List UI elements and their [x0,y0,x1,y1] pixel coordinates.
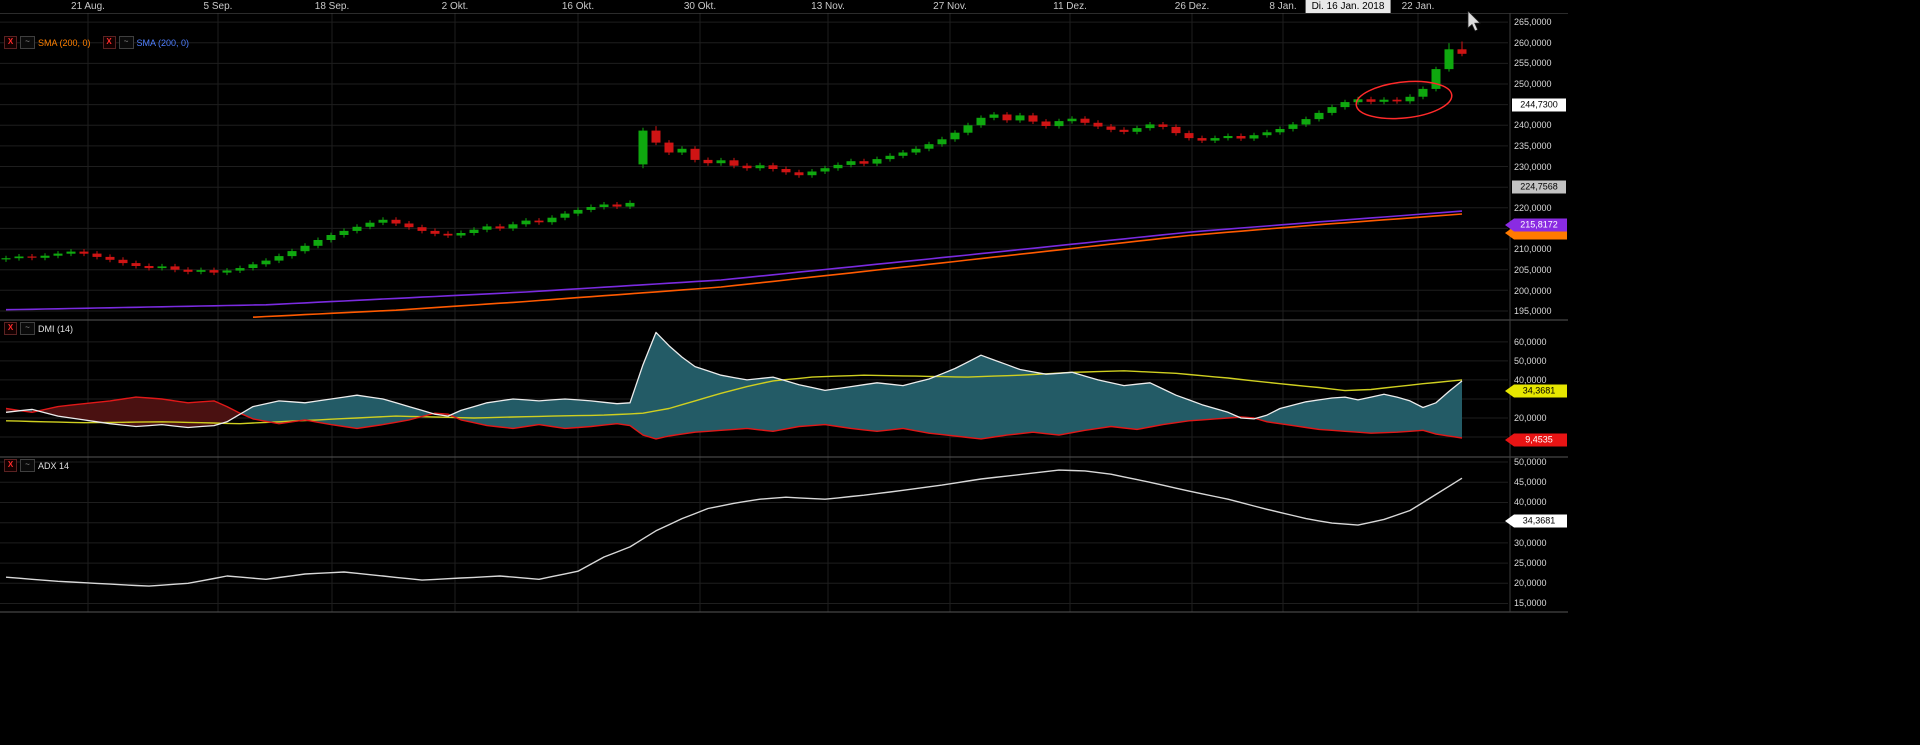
dmi-axis-label: 20,0000 [1514,413,1547,423]
adx-axis-label: 30,0000 [1514,538,1547,548]
legend-row: X ~ ADX 14 [4,459,77,472]
date-tick-label: 2 Okt. [441,1,469,12]
dmi-axis-label: 50,0000 [1514,356,1547,366]
price-axis-label: 205,0000 [1514,265,1552,275]
price-marker-badge: 224,7568 [1512,180,1566,194]
legend-item-sma-purple: X ~ SMA (200, 0) [102,36,190,49]
date-tick-label: 21 Aug. [71,1,105,12]
adx-label[interactable]: ADX 14 [38,460,70,471]
adx-axis-label: 45,0000 [1514,477,1547,487]
price-axis-label: 210,0000 [1514,244,1552,254]
adx-axis-label: 40,0000 [1514,497,1547,507]
dmi-axis-label: 60,0000 [1514,337,1547,347]
sma-orange-series-icon: ~ [20,36,35,49]
sma-purple-close-button[interactable]: X [102,36,116,49]
price-axis-label: 255,0000 [1514,58,1552,68]
crosshair-date-badge: Di. 16 Jan. 2018 [1305,0,1391,13]
price-axis-label: 240,0000 [1514,120,1552,130]
date-tick-label: 22 Jan. [1401,1,1435,12]
dmi-series-icon: ~ [20,322,35,335]
adx-axis-label: 50,0000 [1514,457,1547,467]
date-tick-label: 11 Dez. [1053,1,1087,12]
date-tick-label: 18 Sep. [314,1,350,12]
dmi-minus-di-value-badge: 9,4535 [1505,433,1567,447]
crosshair-price-badge: 244,7300 [1512,98,1566,112]
mouse-cursor-icon [1467,11,1481,32]
price-axis-label: 200,0000 [1514,286,1552,296]
price-axis-label: 235,0000 [1514,141,1552,151]
date-tick-label: 26 Dez. [1174,1,1210,12]
adx-axis-label: 15,0000 [1514,598,1547,608]
dmi-adx-value-badge: 34,3681 [1505,384,1567,398]
sma-orange-close-button[interactable]: X [4,36,17,49]
sma-purple-series-icon: ~ [118,36,134,49]
date-tick-label: 27 Nov. [933,1,967,12]
legend-item-sma-orange: X ~ SMA (200, 0) [4,36,91,49]
date-tick-label: 16 Okt. [561,1,595,12]
sma-purple-value-badge: 215,8172 [1505,218,1567,232]
date-axis[interactable]: Di. 16 Jan. 2018 21 Aug. 5 Sep. 18 Sep. 2 O… [0,0,1568,13]
price-axis-label: 230,0000 [1514,162,1552,172]
adx-value-badge: 34,3681 [1505,514,1567,528]
price-axis-label: 220,0000 [1514,203,1552,213]
legend-item-adx: X ~ ADX 14 [4,459,69,472]
adx-series-icon: ~ [20,459,35,472]
date-tick-label: 5 Sep. [203,1,233,12]
legend-row: X ~ SMA (200, 0) X ~ SMA (200, 0) [4,36,197,49]
adx-axis-label: 20,0000 [1514,578,1547,588]
dmi-label[interactable]: DMI (14) [38,323,74,334]
price-axis-label: 250,0000 [1514,79,1552,89]
price-axis-label: 260,0000 [1514,38,1552,48]
adx-close-button[interactable]: X [4,459,17,472]
price-axis-label: 195,0000 [1514,306,1552,316]
date-tick-label: 30 Okt. [683,1,717,12]
dmi-close-button[interactable]: X [4,322,17,335]
legend-item-dmi: X ~ DMI (14) [4,322,73,335]
sma-purple-label[interactable]: SMA (200, 0) [136,37,190,48]
date-tick-label: 13 Nov. [811,1,845,12]
dmi-axis-label: 40,0000 [1514,375,1547,385]
date-tick-label: 8 Jan. [1269,1,1297,12]
adx-axis-label: 25,0000 [1514,558,1547,568]
sma-orange-label[interactable]: SMA (200, 0) [38,37,91,48]
price-axis-label: 265,0000 [1514,17,1552,27]
legend-row: X ~ DMI (14) [4,322,81,335]
